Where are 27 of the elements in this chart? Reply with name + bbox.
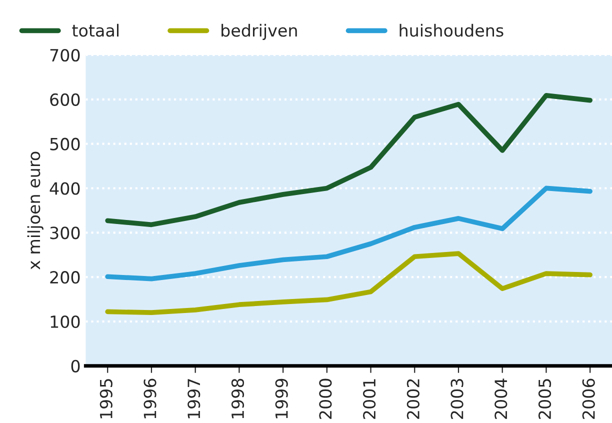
- legend-label: bedrijven: [222, 24, 297, 40]
- x-tick-label: 2002: [406, 379, 420, 419]
- x-tick-label: 1999: [275, 378, 288, 418]
- legend-label: totaal: [72, 24, 118, 37]
- y-tick-label: 0: [71, 360, 80, 372]
- y-axis-title: x miljoen euro: [27, 152, 44, 270]
- y-tick-label: 700: [50, 48, 80, 62]
- line-series: [105, 251, 592, 316]
- x-tick-label: 2000: [319, 378, 332, 419]
- x-tick-label: 2006: [582, 378, 595, 419]
- y-tick-label: 400: [50, 182, 80, 195]
- y-tick-label: 200: [50, 271, 80, 284]
- x-tick-label: 2003: [450, 379, 464, 419]
- line-series: [105, 92, 592, 228]
- y-tick-label: 600: [50, 93, 80, 106]
- y-tick-label: 300: [50, 226, 80, 240]
- x-tick-label: 2005: [538, 379, 552, 419]
- x-tick-label: 2004: [494, 378, 508, 419]
- x-tick-label: 1995: [100, 379, 112, 418]
- x-tick-label: 1997: [188, 379, 200, 418]
- line-series: [105, 186, 592, 282]
- y-tick-label: 100: [50, 315, 80, 328]
- x-tick-label: 1996: [144, 378, 156, 418]
- x-tick-label: 2001: [363, 379, 376, 419]
- y-tick-label: 500: [50, 138, 80, 150]
- x-tick-label: 1998: [231, 378, 244, 418]
- legend-label: huishoudens: [400, 24, 504, 37]
